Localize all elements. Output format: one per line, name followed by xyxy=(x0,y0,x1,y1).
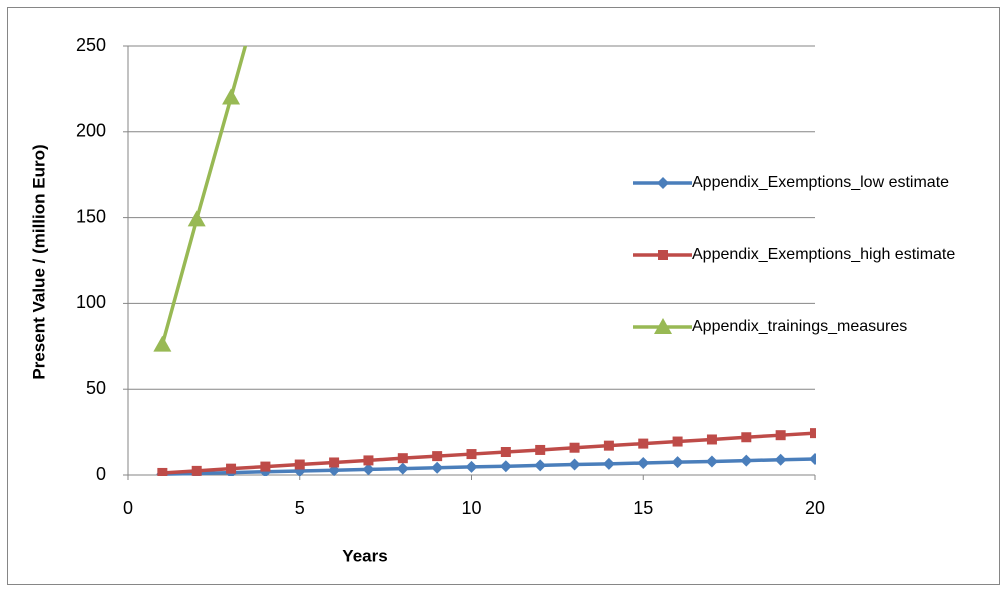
marker xyxy=(153,335,172,352)
y-tick-label: 200 xyxy=(76,121,106,141)
plot-area xyxy=(153,46,816,476)
x-tick-label: 10 xyxy=(461,498,481,518)
legend-entry: Appendix_Exemptions_high estimate xyxy=(692,244,992,266)
marker xyxy=(705,455,718,468)
y-tick-label: 150 xyxy=(76,206,106,226)
marker xyxy=(431,461,444,474)
marker xyxy=(499,460,512,473)
marker xyxy=(466,449,477,460)
marker xyxy=(222,88,241,105)
marker xyxy=(809,453,816,466)
series-line xyxy=(162,431,816,475)
marker xyxy=(658,250,668,260)
marker xyxy=(500,447,511,458)
legend-label: Appendix_trainings_measures xyxy=(692,318,908,335)
marker xyxy=(637,456,650,469)
marker xyxy=(293,465,306,476)
x-tick-label: 20 xyxy=(805,498,825,518)
marker xyxy=(396,462,409,475)
marker xyxy=(568,458,581,471)
marker xyxy=(187,210,206,227)
marker xyxy=(740,454,753,467)
x-tick-label: 0 xyxy=(123,498,133,518)
legend-label: Appendix_Exemptions_low estimate xyxy=(692,174,950,191)
marker xyxy=(432,451,443,462)
marker xyxy=(569,442,580,453)
series-line xyxy=(160,46,248,346)
legend-entry: Appendix_Exemptions_low estimate xyxy=(692,172,992,194)
y-tick-label: 50 xyxy=(86,378,106,398)
legend-label: Appendix_Exemptions_high estimate xyxy=(692,246,956,263)
marker xyxy=(654,318,672,334)
marker xyxy=(397,453,408,464)
marker xyxy=(671,456,684,469)
y-tick-label: 250 xyxy=(76,35,106,55)
y-axis-title: Present Value / (million Euro) xyxy=(29,144,48,379)
x-tick-label: 15 xyxy=(633,498,653,518)
marker xyxy=(638,438,649,449)
y-tick-label: 100 xyxy=(76,292,106,312)
marker xyxy=(328,464,341,476)
x-tick-label: 5 xyxy=(295,498,305,518)
marker xyxy=(465,460,478,473)
marker xyxy=(657,177,669,189)
marker xyxy=(260,461,271,472)
marker xyxy=(672,436,683,447)
legend-entry: Appendix_trainings_measures xyxy=(692,316,992,338)
marker xyxy=(329,457,340,468)
marker xyxy=(191,465,202,476)
marker xyxy=(741,432,752,443)
chart-border xyxy=(7,7,1000,585)
x-axis-title: Years xyxy=(342,546,387,565)
marker xyxy=(362,463,375,476)
marker xyxy=(603,440,614,451)
marker xyxy=(706,434,717,445)
y-tick-label: 0 xyxy=(96,464,106,484)
marker xyxy=(810,428,816,439)
marker xyxy=(294,459,305,470)
marker xyxy=(775,430,786,441)
marker xyxy=(363,455,374,466)
marker xyxy=(535,444,546,455)
marker xyxy=(534,459,547,472)
marker xyxy=(226,463,237,474)
marker xyxy=(774,453,787,466)
marker xyxy=(602,457,615,470)
marker xyxy=(157,467,168,476)
